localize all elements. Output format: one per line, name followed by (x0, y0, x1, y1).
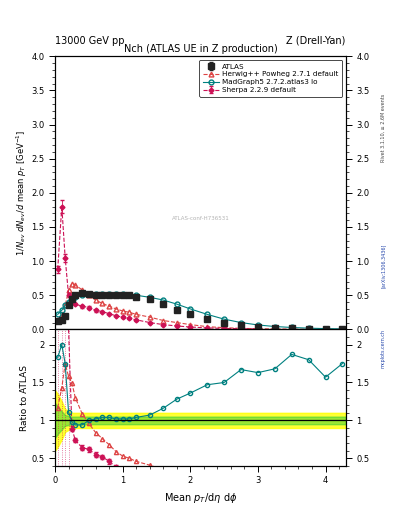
Herwig++ Powheg 2.7.1 default (147, 314, 152, 320)
Text: [arXiv:1306.3436]: [arXiv:1306.3436] (381, 244, 386, 288)
Title: Nch (ATLAS UE in Z production): Nch (ATLAS UE in Z production) (123, 44, 277, 54)
MadGraph5 2.7.2.atlas3 lo (100, 291, 105, 297)
MadGraph5 2.7.2.atlas3 lo (80, 292, 84, 298)
Herwig++ Powheg 2.7.1 default (100, 301, 105, 307)
Y-axis label: $1/N_{ev}$ $dN_{ev}/d$ mean $p_T$ [GeV$^{-1}$]: $1/N_{ev}$ $dN_{ev}/d$ mean $p_T$ [GeV$^… (14, 130, 29, 256)
MadGraph5 2.7.2.atlas3 lo (272, 324, 277, 330)
MadGraph5 2.7.2.atlas3 lo (161, 297, 165, 303)
Herwig++ Powheg 2.7.1 default (127, 309, 132, 315)
MadGraph5 2.7.2.atlas3 lo (86, 291, 91, 297)
MadGraph5 2.7.2.atlas3 lo (222, 316, 226, 322)
MadGraph5 2.7.2.atlas3 lo (147, 294, 152, 301)
Text: ATLAS-conf-H736531: ATLAS-conf-H736531 (172, 216, 229, 221)
Herwig++ Powheg 2.7.1 default (340, 326, 345, 332)
MadGraph5 2.7.2.atlas3 lo (114, 291, 118, 297)
Herwig++ Powheg 2.7.1 default (272, 326, 277, 332)
Legend: ATLAS, Herwig++ Powheg 2.7.1 default, MadGraph5 2.7.2.atlas3 lo, Sherpa 2.2.9 de: ATLAS, Herwig++ Powheg 2.7.1 default, Ma… (199, 60, 342, 97)
Text: 13000 GeV pp: 13000 GeV pp (55, 35, 125, 46)
Herwig++ Powheg 2.7.1 default (73, 282, 78, 288)
Herwig++ Powheg 2.7.1 default (86, 292, 91, 298)
MadGraph5 2.7.2.atlas3 lo (55, 311, 60, 317)
Line: MadGraph5 2.7.2.atlas3 lo: MadGraph5 2.7.2.atlas3 lo (55, 291, 345, 331)
Y-axis label: Ratio to ATLAS: Ratio to ATLAS (20, 365, 29, 431)
Herwig++ Powheg 2.7.1 default (222, 325, 226, 331)
MadGraph5 2.7.2.atlas3 lo (70, 296, 74, 303)
Herwig++ Powheg 2.7.1 default (205, 324, 209, 330)
Herwig++ Powheg 2.7.1 default (289, 326, 294, 332)
Herwig++ Powheg 2.7.1 default (59, 313, 64, 319)
Text: mcplots.cern.ch: mcplots.cern.ch (381, 329, 386, 368)
MadGraph5 2.7.2.atlas3 lo (205, 311, 209, 317)
MadGraph5 2.7.2.atlas3 lo (63, 303, 68, 309)
Herwig++ Powheg 2.7.1 default (134, 311, 139, 317)
Herwig++ Powheg 2.7.1 default (161, 317, 165, 324)
Text: Z (Drell-Yan): Z (Drell-Yan) (286, 35, 346, 46)
Herwig++ Powheg 2.7.1 default (114, 306, 118, 312)
MadGraph5 2.7.2.atlas3 lo (134, 292, 139, 298)
Herwig++ Powheg 2.7.1 default (70, 281, 74, 287)
MadGraph5 2.7.2.atlas3 lo (127, 291, 132, 297)
Herwig++ Powheg 2.7.1 default (255, 326, 260, 332)
Herwig++ Powheg 2.7.1 default (306, 326, 311, 332)
MadGraph5 2.7.2.atlas3 lo (93, 291, 98, 297)
Herwig++ Powheg 2.7.1 default (107, 303, 112, 309)
Herwig++ Powheg 2.7.1 default (239, 325, 243, 331)
MadGraph5 2.7.2.atlas3 lo (323, 326, 328, 332)
MadGraph5 2.7.2.atlas3 lo (73, 294, 78, 301)
Line: Herwig++ Powheg 2.7.1 default: Herwig++ Powheg 2.7.1 default (55, 281, 345, 332)
Herwig++ Powheg 2.7.1 default (120, 308, 125, 314)
Herwig++ Powheg 2.7.1 default (188, 322, 193, 328)
MadGraph5 2.7.2.atlas3 lo (107, 291, 112, 297)
Herwig++ Powheg 2.7.1 default (174, 319, 179, 326)
MadGraph5 2.7.2.atlas3 lo (120, 291, 125, 297)
MadGraph5 2.7.2.atlas3 lo (188, 306, 193, 312)
MadGraph5 2.7.2.atlas3 lo (306, 325, 311, 331)
Herwig++ Powheg 2.7.1 default (55, 317, 60, 323)
Herwig++ Powheg 2.7.1 default (63, 303, 68, 309)
Herwig++ Powheg 2.7.1 default (93, 297, 98, 303)
Herwig++ Powheg 2.7.1 default (80, 287, 84, 293)
MadGraph5 2.7.2.atlas3 lo (59, 307, 64, 313)
MadGraph5 2.7.2.atlas3 lo (174, 301, 179, 307)
Herwig++ Powheg 2.7.1 default (66, 287, 71, 293)
Herwig++ Powheg 2.7.1 default (323, 326, 328, 332)
MadGraph5 2.7.2.atlas3 lo (289, 325, 294, 331)
X-axis label: Mean $p_T$/d$\eta$ d$\phi$: Mean $p_T$/d$\eta$ d$\phi$ (164, 491, 237, 505)
MadGraph5 2.7.2.atlas3 lo (66, 299, 71, 305)
Text: Rivet 3.1.10, ≥ 2.6M events: Rivet 3.1.10, ≥ 2.6M events (381, 94, 386, 162)
MadGraph5 2.7.2.atlas3 lo (255, 322, 260, 328)
MadGraph5 2.7.2.atlas3 lo (340, 326, 345, 332)
MadGraph5 2.7.2.atlas3 lo (239, 319, 243, 326)
